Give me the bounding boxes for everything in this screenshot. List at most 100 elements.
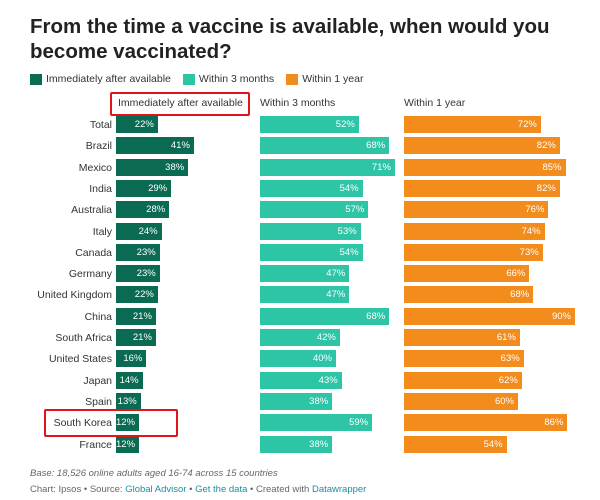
bar-value-one-year-united-kingdom: 68% — [510, 289, 530, 301]
row-label-united-kingdom: United Kingdom — [37, 289, 112, 302]
bar-immediate-australia — [116, 201, 170, 219]
bar-immediate-mexico — [116, 158, 189, 176]
bar-value-immediate-canada: 23% — [136, 246, 156, 258]
bar-three-months-brazil — [260, 137, 390, 155]
bar-one-year-france — [404, 435, 507, 453]
row-label-japan: Japan — [83, 374, 112, 387]
bar-value-immediate-mexico: 38% — [165, 161, 185, 173]
bar-value-three-months-united-states: 40% — [312, 353, 332, 365]
bar-three-months-india — [260, 179, 363, 197]
bar-value-immediate-spain: 13% — [117, 395, 137, 407]
bar-value-immediate-total: 22% — [134, 119, 154, 130]
bar-value-one-year-mexico: 85% — [542, 161, 562, 173]
bar-three-months-france — [260, 435, 333, 453]
bar-value-one-year-canada: 73% — [519, 246, 539, 258]
footer-separator-1: • — [186, 484, 196, 495]
bar-value-three-months-japan: 43% — [318, 374, 338, 386]
bar-value-one-year-south-korea: 86% — [544, 417, 564, 429]
bar-one-year-japan — [404, 371, 522, 389]
bar-three-months-south-africa — [260, 329, 340, 346]
bar-one-year-total — [404, 116, 541, 133]
bar-three-months-total — [260, 116, 359, 133]
legend-swatch-one-year — [286, 73, 299, 85]
bar-value-one-year-south-africa: 61% — [496, 332, 516, 343]
bar-immediate-italy — [116, 222, 162, 240]
bar-one-year-spain — [404, 392, 518, 410]
bar-value-immediate-china: 21% — [132, 310, 152, 322]
bar-three-months-south-korea — [260, 414, 373, 432]
bar-immediate-canada — [116, 243, 160, 261]
row-label-germany: Germany — [68, 268, 112, 281]
bar-value-immediate-france: 12% — [116, 438, 136, 450]
bar-value-one-year-china: 90% — [551, 310, 571, 322]
bar-value-three-months-united-kingdom: 47% — [326, 289, 346, 301]
legend-label-immediate: Immediately after available — [46, 73, 171, 85]
bar-immediate-france — [116, 435, 139, 453]
bar-immediate-spain — [116, 392, 141, 410]
bar-one-year-mexico — [404, 158, 566, 176]
row-label-australia: Australia — [71, 204, 112, 217]
bar-value-immediate-south-africa: 21% — [132, 332, 152, 343]
bar-value-immediate-united-states: 16% — [123, 353, 143, 365]
legend-swatch-immediate — [30, 73, 42, 85]
bar-one-year-south-africa — [404, 329, 520, 346]
bar-three-months-mexico — [260, 158, 395, 176]
bar-three-months-united-kingdom — [260, 286, 350, 304]
bar-value-one-year-japan: 62% — [498, 374, 518, 386]
legend-item-immediate: Immediately after available — [30, 73, 171, 85]
row-label-total: Total — [89, 119, 112, 131]
bar-value-immediate-australia: 28% — [146, 204, 166, 216]
bar-value-immediate-brazil: 41% — [170, 140, 190, 152]
legend-label-one-year: Within 1 year — [302, 73, 364, 85]
bar-value-three-months-mexico: 71% — [371, 161, 391, 173]
bar-value-one-year-brazil: 82% — [536, 140, 556, 152]
bar-one-year-south-korea — [404, 414, 568, 432]
bar-three-months-germany — [260, 265, 350, 283]
bar-one-year-china — [404, 307, 575, 325]
bar-value-immediate-south-korea: 12% — [116, 417, 136, 429]
bar-immediate-south-africa — [116, 329, 156, 346]
row-label-south-korea: South Korea — [53, 417, 112, 430]
footer-credit-prefix: Chart: Ipsos • Source: — [30, 484, 126, 495]
bar-one-year-united-states — [404, 350, 524, 368]
column-header-immediate: Immediately after available — [118, 97, 243, 109]
bar-value-one-year-italy: 74% — [521, 225, 541, 237]
get-data-link[interactable]: Get the data — [195, 484, 248, 495]
bar-immediate-brazil — [116, 137, 194, 155]
bar-one-year-italy — [404, 222, 545, 240]
bar-immediate-united-states — [116, 350, 147, 368]
bar-value-immediate-united-kingdom: 22% — [134, 289, 154, 301]
bar-value-three-months-spain: 38% — [309, 395, 329, 407]
column-header-one-year: Within 1 year — [404, 97, 466, 109]
bar-immediate-united-kingdom — [116, 286, 158, 304]
bar-one-year-united-kingdom — [404, 286, 534, 304]
bar-value-three-months-australia: 57% — [345, 204, 365, 216]
bar-immediate-total — [116, 116, 158, 133]
bar-value-immediate-germany: 23% — [136, 268, 156, 280]
row-label-mexico: Mexico — [78, 161, 112, 174]
chart-title: From the time a vaccine is available, wh… — [30, 15, 550, 63]
legend: Immediately after available Within 3 mon… — [30, 72, 375, 86]
bar-value-three-months-china: 68% — [366, 310, 386, 322]
row-label-italy: Italy — [92, 225, 112, 238]
bar-three-months-japan — [260, 371, 342, 389]
bar-value-three-months-south-africa: 42% — [316, 332, 336, 343]
bar-immediate-china — [116, 307, 156, 325]
bar-value-one-year-france: 54% — [483, 438, 503, 450]
datawrapper-link[interactable]: Datawrapper — [311, 484, 367, 495]
bar-three-months-china — [260, 307, 390, 325]
bar-value-three-months-total: 52% — [335, 119, 355, 130]
bar-value-one-year-total: 72% — [517, 119, 537, 130]
row-label-france: France — [79, 438, 112, 451]
bar-one-year-india — [404, 179, 560, 197]
row-label-south-africa: South Africa — [55, 332, 112, 344]
bar-value-three-months-india: 54% — [339, 182, 359, 194]
bar-value-one-year-germany: 66% — [506, 268, 526, 280]
legend-item-three-months: Within 3 months — [182, 73, 274, 85]
bar-value-one-year-spain: 60% — [494, 395, 514, 407]
bar-value-immediate-india: 29% — [148, 182, 168, 194]
source-link[interactable]: Global Advisor — [125, 484, 187, 495]
bar-one-year-australia — [404, 201, 549, 219]
bar-three-months-spain — [260, 392, 333, 410]
